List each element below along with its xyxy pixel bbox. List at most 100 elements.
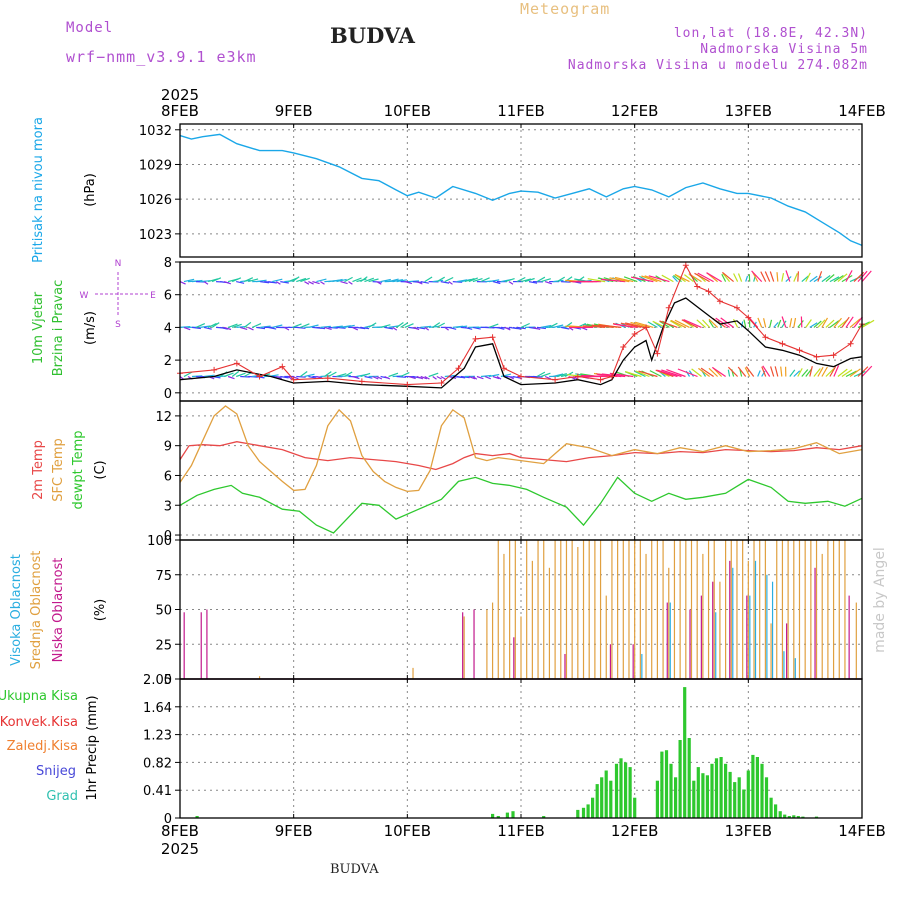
wind-barb	[789, 318, 793, 328]
wind-barb	[360, 276, 368, 283]
y-tick-label: 1023	[139, 228, 172, 243]
wind-barb	[284, 326, 290, 331]
gust-marker	[694, 283, 701, 290]
wind-barb	[424, 326, 430, 331]
precip-bar	[714, 758, 719, 818]
wind-barb	[332, 325, 343, 328]
wind-barb	[272, 324, 283, 328]
precip-legend-item: Snijeg	[36, 764, 76, 779]
precip-bar	[760, 763, 764, 818]
wind-barb	[721, 273, 727, 282]
wind-barb	[817, 271, 823, 282]
gust-marker	[762, 334, 769, 341]
wind-barb	[448, 281, 453, 285]
model-elevation-text: Nadmorska Visina u modelu 274.082m	[567, 58, 868, 73]
y-tick-label: 12	[155, 410, 172, 425]
wind-barb	[672, 275, 678, 283]
gust-marker	[665, 304, 672, 311]
y-tick-label: 0.41	[143, 784, 172, 799]
wind-barb	[360, 372, 371, 378]
wind-barb	[861, 270, 872, 282]
wind-barb	[609, 372, 634, 378]
wind-barb	[396, 375, 406, 378]
wind-barb	[304, 281, 310, 285]
wind-panel-title-2: Brzina i Pravac	[51, 280, 66, 377]
wind-barb	[715, 317, 730, 328]
wind-barb	[821, 366, 828, 377]
wind-barb	[440, 375, 446, 380]
wind-barb	[793, 273, 798, 282]
wind-barb	[805, 272, 811, 282]
wind-barb	[694, 272, 710, 283]
wind-barb	[195, 323, 206, 328]
wind-barb	[702, 319, 711, 328]
temp-2m-title: 2m Temp	[31, 440, 46, 500]
elevation-text: Nadmorska Visina 5m	[700, 42, 868, 57]
wind-barb	[504, 326, 511, 331]
wind-barb	[232, 323, 242, 328]
wind-barb	[204, 374, 215, 378]
bottom-date-label: 12FEB	[611, 822, 658, 840]
wind-barb	[432, 322, 441, 328]
wind-barb	[388, 278, 399, 283]
wind-barb	[496, 326, 505, 330]
wind-barb	[674, 319, 690, 328]
wind-barb	[380, 278, 391, 283]
temp-2m-line	[179, 441, 863, 471]
wind-barb	[532, 326, 541, 330]
wind-barb	[488, 373, 500, 378]
gust-marker	[211, 366, 218, 373]
dewpt-title: dewpt Temp	[71, 430, 86, 509]
wind-barb	[748, 316, 759, 328]
precip-bar	[755, 757, 759, 818]
wind-barb	[340, 281, 348, 285]
wind-barb	[857, 366, 869, 377]
precip-bar	[633, 797, 637, 818]
pressure-panel-title: Pritisak na nivou mora	[31, 117, 46, 263]
wind-barb	[183, 278, 195, 283]
wind-barb	[805, 368, 813, 377]
gust-marker	[608, 373, 615, 380]
wind-barb	[809, 275, 818, 283]
wind-barb	[845, 316, 854, 328]
gust-marker	[682, 262, 689, 269]
wind-barb	[508, 375, 515, 380]
wind-barb	[368, 322, 377, 328]
wind-barb	[649, 370, 662, 378]
direction-e-label: E	[150, 291, 156, 301]
wind-barb	[625, 322, 646, 328]
bottom-date-label: 13FEB	[725, 822, 772, 840]
wind-barb	[211, 322, 220, 328]
gust-marker	[654, 350, 661, 357]
wind-barb	[670, 319, 686, 328]
wind-barb	[400, 372, 410, 378]
wind-barb	[316, 278, 327, 283]
wind-barb	[544, 281, 552, 285]
precip-bar	[491, 813, 495, 818]
wind-barb	[424, 276, 433, 283]
bottom-date-label: 10FEB	[384, 822, 431, 840]
wind-barb	[743, 319, 747, 328]
wind-barb	[456, 325, 468, 328]
wind-barb	[770, 366, 775, 377]
precip-bar	[678, 740, 682, 818]
y-tick-label: 50	[155, 604, 172, 619]
gust-marker	[552, 376, 559, 383]
precip-bar	[692, 780, 696, 818]
wind-barb	[666, 369, 686, 378]
precip-bar	[783, 814, 787, 818]
y-tick-label: 1.64	[143, 701, 172, 716]
wind-barb	[512, 326, 521, 330]
wind-barb	[392, 326, 398, 331]
panel-frame	[179, 123, 863, 258]
wind-barb	[227, 375, 235, 380]
wind-barb	[272, 278, 283, 283]
wind-barb	[251, 323, 262, 328]
wind-barb	[837, 273, 848, 283]
precip-bar	[733, 782, 737, 818]
wind-barb	[504, 278, 515, 283]
wind-barb	[706, 272, 722, 283]
precip-bar	[591, 797, 595, 818]
precip-bar	[655, 780, 659, 818]
wind-speed-line	[179, 297, 863, 389]
